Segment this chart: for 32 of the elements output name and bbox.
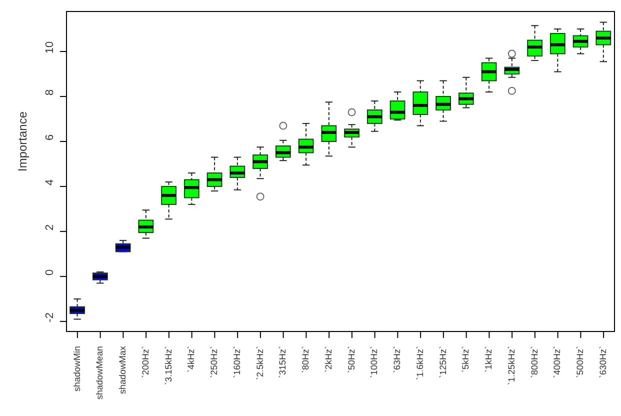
x-tick-label: `100Hz` [369, 346, 380, 378]
x-tick-label: `315Hz` [278, 346, 288, 378]
y-tick-label: -2 [44, 312, 56, 322]
y-tick-label: 4 [44, 179, 56, 186]
x-tick-label: `1kHz` [484, 346, 494, 372]
x-tick-label: `500Hz` [575, 346, 586, 378]
x-tick-label: shadowMean [94, 346, 105, 400]
x-tick-label: `80Hz` [300, 346, 311, 374]
x-tick-label: `1.25kHz` [506, 346, 516, 386]
y-tick-label: 6 [44, 134, 56, 141]
y-tick-label: 2 [44, 224, 56, 231]
x-tick-label: `5kHz` [460, 346, 471, 372]
y-tick-label: 10 [44, 41, 56, 54]
x-tick-label: `4kHz` [186, 346, 196, 372]
x-tick-label: `800Hz` [529, 346, 540, 378]
x-tick-label: `630Hz` [598, 346, 608, 378]
x-tick-label: shadowMin [72, 346, 82, 392]
x-tick-label: `400Hz` [552, 346, 562, 378]
x-tick-label: `250Hz` [209, 346, 220, 378]
x-tick-label: `50Hz` [346, 346, 356, 374]
x-tick-label: `200Hz` [140, 346, 150, 378]
x-tick-label: `2.5kHz` [254, 346, 265, 380]
x-tick-label: `63Hz` [392, 346, 402, 374]
y-tick-label: 0 [44, 269, 56, 276]
y-axis-title: Importance [15, 111, 30, 172]
y-tick-label: 8 [44, 89, 56, 96]
x-tick-label: `2kHz` [323, 346, 334, 372]
x-tick-label: `3.15kHz` [163, 346, 174, 386]
x-tick-label: `125Hz` [438, 346, 448, 378]
x-tick-label: shadowMax [118, 346, 128, 394]
x-tick-label: `160Hz` [232, 346, 242, 378]
x-tick-label: `1.6kHz` [414, 346, 425, 380]
